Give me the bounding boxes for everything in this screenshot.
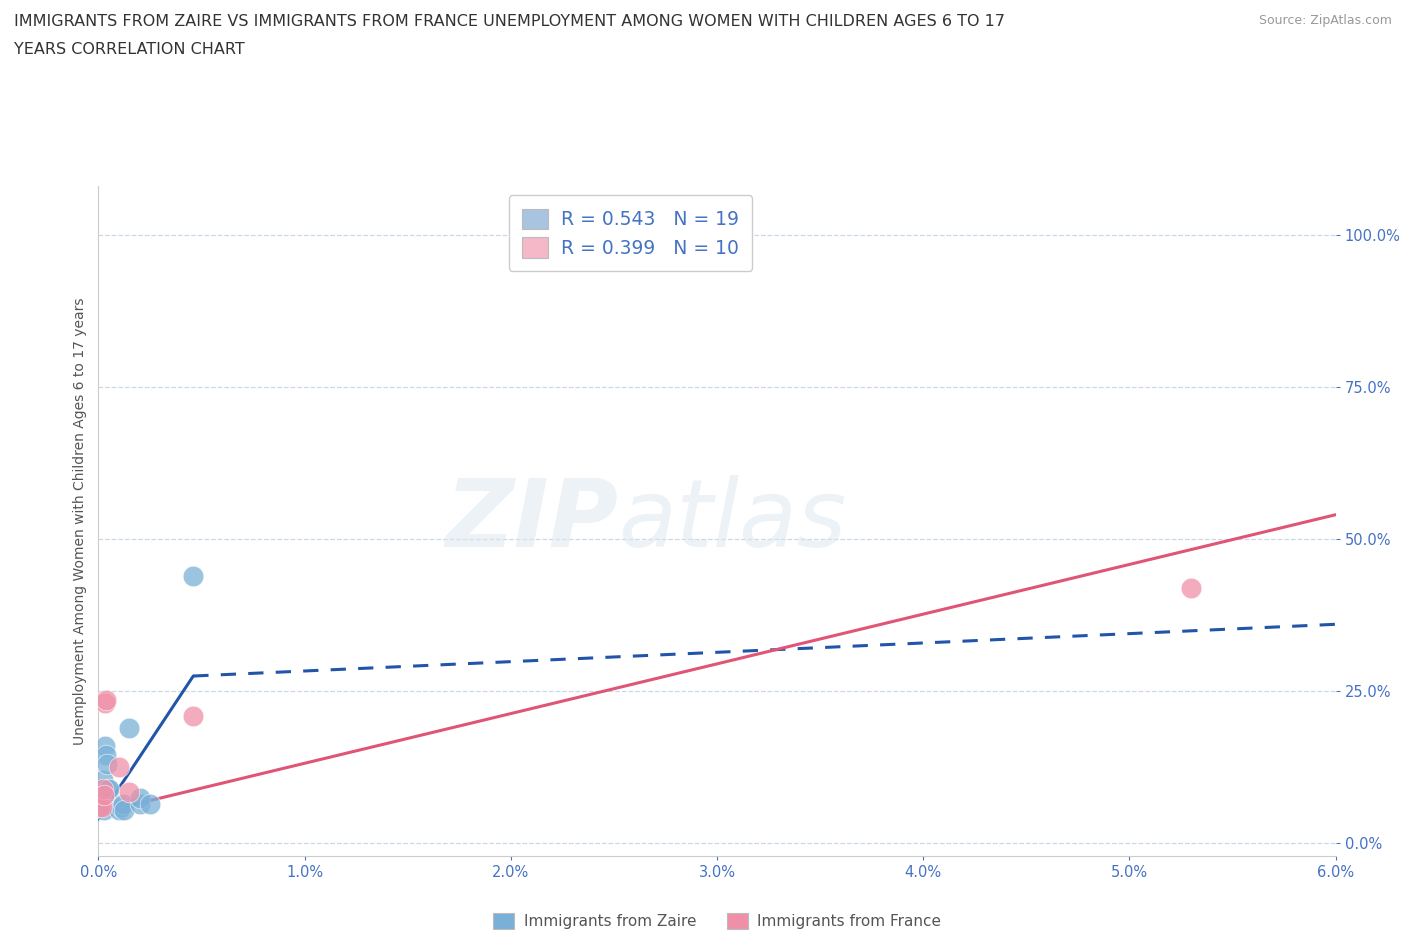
Text: ZIP: ZIP: [446, 475, 619, 566]
Point: [181, 568, 204, 583]
Point: [89, 793, 111, 808]
Y-axis label: Unemployment Among Women with Children Ages 6 to 17 years: Unemployment Among Women with Children A…: [73, 297, 87, 745]
Point: [93, 738, 115, 753]
Point: [118, 784, 141, 799]
Point: [108, 803, 131, 817]
Point: [91, 781, 114, 796]
Point: [97, 781, 120, 796]
Text: IMMIGRANTS FROM ZAIRE VS IMMIGRANTS FROM FRANCE UNEMPLOYMENT AMONG WOMEN WITH CH: IMMIGRANTS FROM ZAIRE VS IMMIGRANTS FROM…: [14, 14, 1005, 29]
Point: [128, 796, 150, 811]
Point: [139, 796, 162, 811]
Point: [97, 781, 120, 796]
Point: [118, 721, 141, 736]
Point: [93, 788, 115, 803]
Point: [108, 760, 131, 775]
Point: [91, 772, 114, 787]
Point: [93, 696, 115, 711]
Point: [96, 757, 118, 772]
Text: YEARS CORRELATION CHART: YEARS CORRELATION CHART: [14, 42, 245, 57]
Point: [94, 693, 117, 708]
Point: [94, 748, 117, 763]
Point: [89, 800, 111, 815]
Point: [1180, 580, 1202, 595]
Point: [91, 800, 114, 815]
Point: [112, 796, 135, 811]
Point: [181, 708, 204, 723]
Text: Source: ZipAtlas.com: Source: ZipAtlas.com: [1258, 14, 1392, 27]
Point: [90, 781, 112, 796]
Text: atlas: atlas: [619, 475, 846, 566]
Point: [93, 803, 115, 817]
Point: [128, 790, 150, 805]
Point: [110, 800, 132, 815]
Point: [90, 800, 112, 815]
Point: [112, 803, 135, 817]
Legend: Immigrants from Zaire, Immigrants from France: Immigrants from Zaire, Immigrants from F…: [486, 907, 948, 930]
